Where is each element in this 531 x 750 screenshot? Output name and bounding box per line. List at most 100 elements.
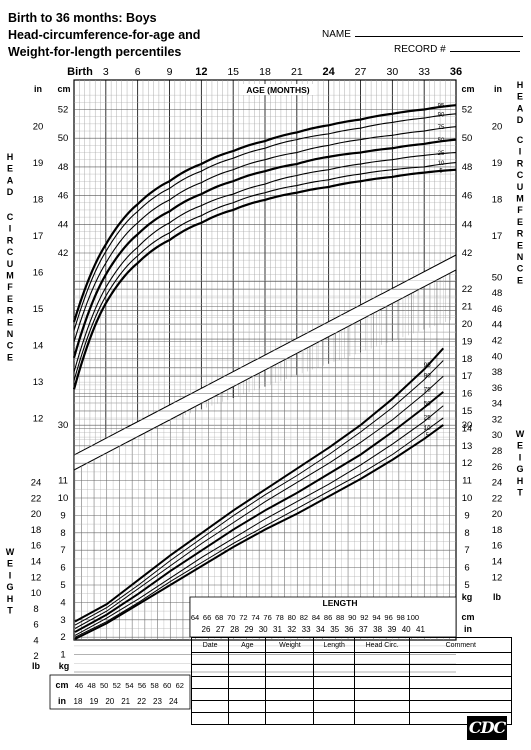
record-cell[interactable]: [265, 676, 315, 689]
length-in-tick-left: 21: [121, 697, 130, 706]
record-cell[interactable]: [353, 712, 411, 725]
wl-curve-label-5: 5: [426, 433, 430, 439]
wl-lb-tick-right: 36: [492, 383, 503, 394]
length-cm-tick-left: 52: [113, 681, 121, 690]
record-cell[interactable]: [228, 664, 267, 677]
circumference-vertical-label-right: N: [517, 252, 524, 262]
record-cell[interactable]: [265, 664, 315, 677]
name-field[interactable]: NAME: [322, 27, 523, 40]
length-in-tick: 39: [387, 625, 396, 634]
wl-kg-tick-right: 16: [462, 389, 473, 400]
wl-lb-tick-left: 2: [33, 651, 38, 662]
record-cell[interactable]: [353, 700, 411, 713]
circumference-vertical-label: I: [9, 224, 12, 234]
record-cell[interactable]: [190, 664, 230, 677]
age-tick-label: 15: [227, 66, 239, 78]
record-cell[interactable]: [190, 712, 230, 725]
record-cell[interactable]: [313, 652, 355, 665]
record-cell[interactable]: [228, 676, 267, 689]
hc-cm-tick-left: 42: [58, 248, 69, 259]
record-table-row: [190, 676, 512, 689]
age-tick-label: 24: [323, 66, 336, 78]
unit-lb-left: lb: [32, 661, 41, 671]
record-cell[interactable]: [313, 700, 355, 713]
hc-cm-tick-right: 52: [462, 105, 473, 116]
record-cell[interactable]: [313, 712, 355, 725]
length-cm-tick: 92: [360, 613, 368, 622]
record-cell[interactable]: [190, 652, 230, 665]
record-cell[interactable]: [265, 712, 315, 725]
wl-kg-tick-left: 5: [60, 580, 65, 591]
length-in-tick-left: 22: [137, 697, 146, 706]
record-cell[interactable]: [228, 652, 267, 665]
unit-in-top-right: in: [494, 84, 502, 94]
unit-in-length-left: in: [58, 696, 66, 706]
weight-vertical-label-right: W: [516, 429, 525, 439]
circumference-vertical-label: U: [7, 259, 14, 269]
length-in-tick: 35: [330, 625, 339, 634]
length-cm-tick: 94: [372, 613, 380, 622]
length-cm-tick-left: 48: [87, 681, 95, 690]
length-cm-tick: 78: [276, 613, 284, 622]
record-cell[interactable]: [265, 688, 315, 701]
length-in-tick-left: 18: [74, 697, 83, 706]
age-axis-label: AGE (MONTHS): [246, 85, 309, 95]
record-cell[interactable]: [228, 712, 267, 725]
age-tick-label: 9: [167, 66, 173, 78]
wl-kg-tick-right: 10: [462, 493, 473, 504]
record-cell[interactable]: [313, 676, 355, 689]
record-cell[interactable]: [409, 700, 512, 713]
record-cell[interactable]: [228, 688, 267, 701]
length-axis-label: LENGTH: [323, 598, 358, 608]
age-tick-label: 12: [195, 66, 207, 78]
weight-vertical-label: H: [7, 594, 14, 604]
record-cell[interactable]: [409, 676, 512, 689]
hc-curve-label-25: 25: [438, 151, 445, 157]
wl-lb-tick-right: 44: [492, 320, 503, 331]
circumference-vertical-label-right: I: [519, 147, 522, 157]
wl-kg-tick-right: 7: [464, 545, 469, 556]
wl-lb-tick-left: 4: [33, 635, 38, 646]
length-in-tick: 28: [230, 625, 239, 634]
record-cell[interactable]: [313, 688, 355, 701]
length-in-tick: 36: [345, 625, 354, 634]
wl-lb-tick-right: 16: [492, 541, 503, 552]
weight-vertical-label-right: I: [519, 452, 522, 462]
record-cell[interactable]: [228, 700, 267, 713]
wl-curve-label-95: 95: [424, 363, 431, 369]
record-cell[interactable]: [313, 664, 355, 677]
record-cell[interactable]: [353, 688, 411, 701]
length-cm-tick: 70: [227, 613, 235, 622]
record-cell[interactable]: [190, 688, 230, 701]
record-cell[interactable]: [353, 664, 411, 677]
length-in-tick: 29: [244, 625, 253, 634]
wl-kg-tick-right: 12: [462, 458, 473, 469]
record-cell[interactable]: [265, 700, 315, 713]
wl-curve-10: [74, 417, 444, 638]
head-vertical-label-right: E: [517, 92, 523, 102]
record-table-row: [190, 700, 512, 713]
hc-curve-50: [72, 138, 457, 359]
record-cell[interactable]: [265, 652, 315, 665]
record-cell[interactable]: [353, 676, 411, 689]
wl-kg-tick-right: 19: [462, 336, 473, 347]
circumference-vertical-label-right: C: [517, 264, 524, 274]
record-field[interactable]: RECORD #: [394, 42, 520, 55]
hc-cm-tick-left: 52: [58, 105, 69, 116]
record-cell[interactable]: [190, 700, 230, 713]
length-cm-tick: 82: [300, 613, 308, 622]
record-table-header: Date Age Weight Length Head Circ. Comment: [190, 637, 512, 653]
record-cell[interactable]: [190, 676, 230, 689]
hc-in-tick-left: 17: [33, 231, 44, 242]
wl-kg-tick-left: 7: [60, 545, 65, 556]
record-cell[interactable]: [409, 664, 512, 677]
record-header-cell: Age: [228, 637, 267, 653]
age-axis-label-box: [240, 84, 316, 95]
hc-in-tick-left: 18: [33, 195, 44, 206]
record-cell[interactable]: [409, 652, 512, 665]
record-cell[interactable]: [353, 652, 411, 665]
title-line-1: Birth to 36 months: Boys: [8, 11, 157, 25]
hc-curve-5: [72, 168, 457, 390]
name-label: NAME: [322, 29, 351, 40]
record-cell[interactable]: [409, 688, 512, 701]
